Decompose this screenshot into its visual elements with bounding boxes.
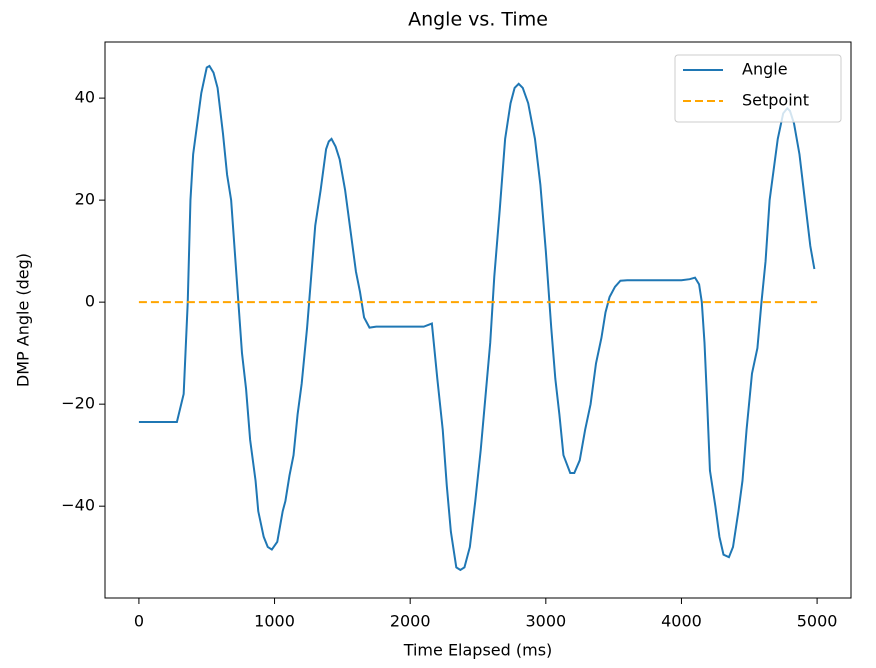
x-tick-label: 1000 xyxy=(254,612,295,631)
legend-box xyxy=(674,54,842,123)
legend-label: Setpoint xyxy=(742,91,809,110)
legend-label: Angle xyxy=(742,60,788,79)
y-tick-label: 20 xyxy=(75,190,95,209)
x-tick-label: 3000 xyxy=(525,612,566,631)
axes-frame xyxy=(104,41,852,599)
x-axis-label: Time Elapsed (ms) xyxy=(403,641,553,660)
x-tick-label: 4000 xyxy=(661,612,702,631)
y-tick-label: −40 xyxy=(61,496,95,515)
data-line xyxy=(138,64,816,572)
chart-title: Angle vs. Time xyxy=(408,9,548,31)
y-axis-label: DMP Angle (deg) xyxy=(14,253,33,387)
x-tick-label: 5000 xyxy=(797,612,838,631)
x-tick-label: 0 xyxy=(134,612,144,631)
y-tick-label: 0 xyxy=(85,292,95,311)
y-tick-label: 40 xyxy=(75,88,95,107)
x-tick-label: 2000 xyxy=(390,612,431,631)
y-tick-label: −20 xyxy=(61,394,95,413)
